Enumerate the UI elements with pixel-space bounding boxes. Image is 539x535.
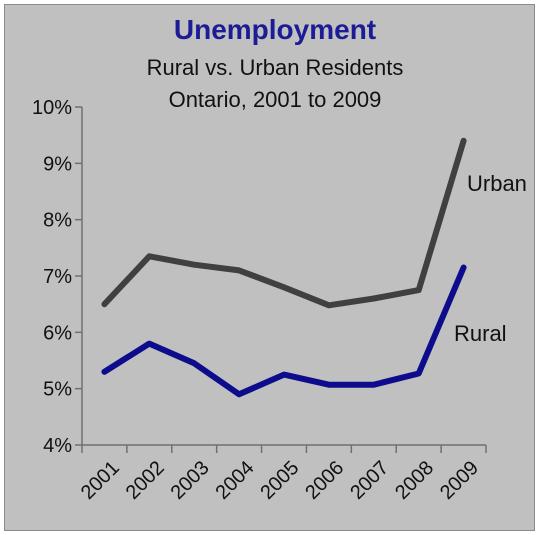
y-tick-label: 7%	[43, 266, 72, 288]
chart-title: Unemployment	[174, 14, 376, 45]
x-tick-label: 2005	[256, 457, 303, 504]
y-tick-label: 4%	[43, 435, 72, 457]
series-label-urban: Urban	[467, 171, 527, 196]
series-line-rural	[101, 264, 467, 398]
y-tick-label: 10%	[32, 97, 72, 119]
chart-panel: Unemployment Rural vs. Urban Residents O…	[4, 4, 535, 531]
x-tick-label: 2008	[391, 457, 438, 504]
x-tick-label: 2009	[436, 457, 483, 504]
x-tick-label: 2001	[77, 457, 124, 504]
y-tick-label: 6%	[43, 322, 72, 344]
y-tick-label: 8%	[43, 210, 72, 232]
chart-subtitle-line-1: Rural vs. Urban Residents	[147, 55, 404, 80]
x-tick-label: 2002	[122, 457, 169, 504]
series-line-urban	[101, 137, 467, 309]
series-label-rural: Rural	[454, 321, 507, 346]
line-chart: Unemployment Rural vs. Urban Residents O…	[32, 14, 527, 504]
chart-subtitle-line-2: Ontario, 2001 to 2009	[169, 87, 382, 112]
x-tick-label: 2006	[301, 457, 348, 504]
x-tick-label: 2004	[212, 457, 259, 504]
series-lines	[101, 137, 467, 398]
x-tick-label: 2003	[167, 457, 214, 504]
x-tick-label: 2007	[346, 457, 393, 504]
y-tick-label: 5%	[43, 379, 72, 401]
y-axis: 4% 5% 6% 7% 8% 9% 10%	[32, 97, 83, 457]
y-tick-label: 9%	[43, 153, 72, 175]
